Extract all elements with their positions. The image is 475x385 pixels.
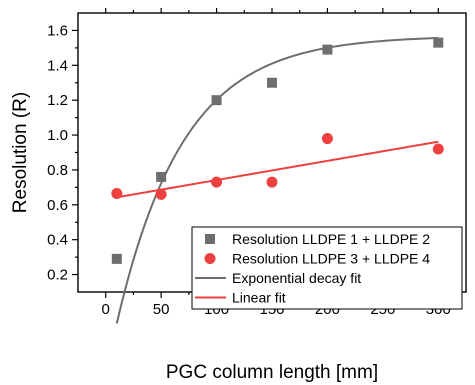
point-series-1 bbox=[111, 253, 122, 264]
legend-label: Linear fit bbox=[232, 290, 286, 306]
legend-label: Resolution LLDPE 3 + LLDPE 4 bbox=[232, 251, 430, 267]
x-axis-title: PGC column length [mm] bbox=[166, 362, 378, 383]
x-tick-label: 0 bbox=[102, 301, 110, 318]
point-series-2 bbox=[111, 187, 123, 199]
legend-box bbox=[191, 226, 463, 310]
point-series-1 bbox=[322, 44, 333, 55]
y-axis-title: Resolution (R) bbox=[10, 92, 31, 213]
point-series-1 bbox=[433, 37, 444, 48]
point-series-2 bbox=[266, 176, 278, 188]
legend-label: Resolution LLDPE 1 + LLDPE 2 bbox=[232, 231, 430, 247]
point-series-1 bbox=[211, 95, 222, 106]
y-tick-label: 1.2 bbox=[47, 92, 68, 109]
y-tick-label: 0.8 bbox=[47, 162, 68, 179]
y-tick-label: 1.4 bbox=[47, 57, 68, 74]
legend-marker-square bbox=[205, 234, 215, 244]
linear-fit-line bbox=[116, 140, 439, 199]
legend: Resolution LLDPE 1 + LLDPE 2 Resolution L… bbox=[191, 226, 463, 310]
point-series-2 bbox=[432, 143, 444, 155]
point-series-1 bbox=[156, 171, 167, 182]
legend-label: Exponential decay fit bbox=[232, 270, 361, 286]
data-points bbox=[111, 37, 444, 264]
y-tick-label: 0.4 bbox=[47, 232, 68, 249]
y-tick-label: 0.6 bbox=[47, 197, 68, 214]
point-series-2 bbox=[155, 188, 167, 200]
point-series-1 bbox=[267, 77, 277, 88]
x-tick-label: 50 bbox=[153, 301, 170, 318]
point-series-2 bbox=[211, 176, 223, 188]
point-series-2 bbox=[321, 133, 333, 145]
fit-lines bbox=[115, 36, 439, 324]
legend-marker-circle bbox=[204, 253, 216, 264]
y-tick-label: 0.2 bbox=[47, 267, 68, 284]
y-tick-label: 1.0 bbox=[47, 127, 68, 144]
exponential-fit-line bbox=[115, 36, 439, 324]
y-tick-label: 1.6 bbox=[47, 22, 68, 39]
